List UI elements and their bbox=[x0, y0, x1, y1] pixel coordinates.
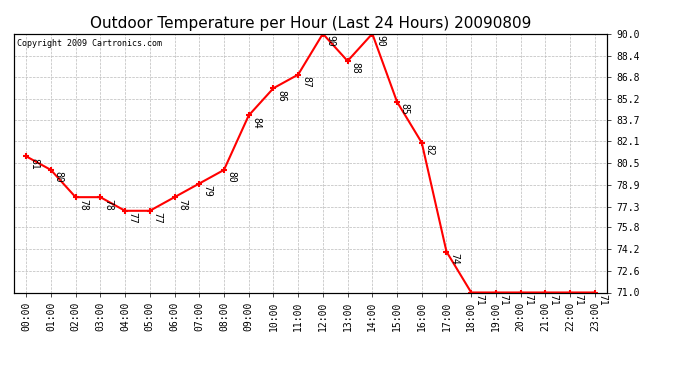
Text: 71: 71 bbox=[474, 294, 484, 306]
Text: 88: 88 bbox=[351, 62, 360, 74]
Text: 71: 71 bbox=[598, 294, 608, 306]
Text: 77: 77 bbox=[152, 212, 163, 224]
Text: 78: 78 bbox=[79, 198, 88, 210]
Text: 78: 78 bbox=[177, 198, 187, 210]
Text: 79: 79 bbox=[202, 185, 212, 197]
Text: 85: 85 bbox=[400, 103, 410, 115]
Text: 82: 82 bbox=[424, 144, 435, 156]
Text: 80: 80 bbox=[54, 171, 63, 183]
Text: 71: 71 bbox=[548, 294, 558, 306]
Text: 71: 71 bbox=[524, 294, 533, 306]
Text: 87: 87 bbox=[301, 76, 311, 88]
Text: 77: 77 bbox=[128, 212, 138, 224]
Text: 84: 84 bbox=[251, 117, 262, 129]
Text: Copyright 2009 Cartronics.com: Copyright 2009 Cartronics.com bbox=[17, 39, 161, 48]
Text: 71: 71 bbox=[573, 294, 583, 306]
Text: 71: 71 bbox=[499, 294, 509, 306]
Text: 78: 78 bbox=[103, 198, 113, 210]
Text: 81: 81 bbox=[29, 158, 39, 170]
Title: Outdoor Temperature per Hour (Last 24 Hours) 20090809: Outdoor Temperature per Hour (Last 24 Ho… bbox=[90, 16, 531, 31]
Text: 90: 90 bbox=[326, 35, 335, 47]
Text: 80: 80 bbox=[227, 171, 237, 183]
Text: 86: 86 bbox=[276, 90, 286, 101]
Text: 90: 90 bbox=[375, 35, 385, 47]
Text: 74: 74 bbox=[449, 253, 460, 265]
